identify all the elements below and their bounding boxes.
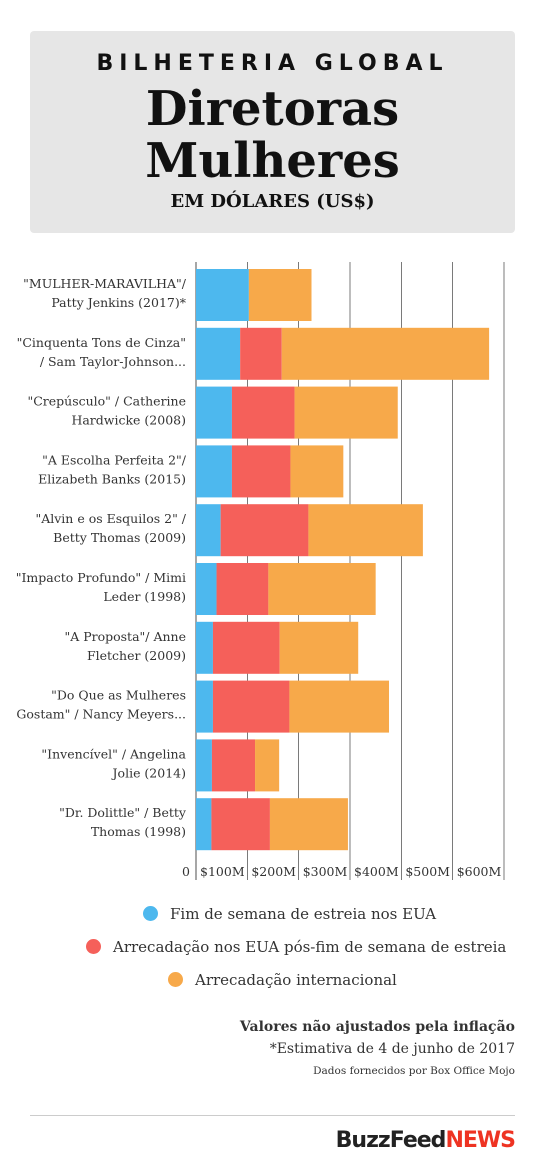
category-label: / Sam Taylor-Johnson... bbox=[40, 354, 186, 369]
bar-opening bbox=[196, 504, 221, 557]
bar-opening bbox=[196, 386, 232, 439]
bar-domestic bbox=[231, 386, 295, 439]
category-label: "A Proposta"/ Anne bbox=[64, 629, 186, 644]
bar-opening bbox=[196, 269, 249, 321]
chart-title: Diretoras Mulheres bbox=[30, 83, 515, 187]
bar-opening bbox=[196, 563, 217, 615]
category-label: Elizabeth Banks (2015) bbox=[38, 471, 186, 486]
bar-international bbox=[294, 386, 398, 439]
category-label: "Invencível" / Angelina bbox=[41, 746, 186, 761]
bar-international bbox=[279, 621, 359, 674]
bar-opening bbox=[196, 680, 213, 733]
bar-opening bbox=[196, 798, 212, 851]
bar-international bbox=[255, 739, 280, 792]
x-tick-label: $300M bbox=[303, 864, 348, 879]
legend-label-domestic: Arrecadação nos EUA pós-fim de semana de… bbox=[113, 938, 507, 956]
bar-international bbox=[289, 680, 390, 733]
category-label: "Do Que as Mulheres bbox=[51, 688, 186, 703]
footer-divider bbox=[30, 1115, 515, 1116]
bar-domestic bbox=[212, 680, 290, 733]
category-label: "Crepúsculo" / Catherine bbox=[27, 394, 186, 409]
category-label: "MULHER-MARAVILHA"/ bbox=[23, 276, 187, 291]
category-label: Patty Jenkins (2017)* bbox=[51, 295, 186, 310]
bar-opening bbox=[196, 739, 212, 792]
bar-opening bbox=[196, 445, 232, 498]
legend-item-opening: Fim de semana de estreia nos EUA bbox=[143, 905, 436, 923]
bar-domestic bbox=[211, 739, 256, 792]
x-tick-label: $200M bbox=[251, 864, 296, 879]
bar-international bbox=[308, 504, 423, 557]
bar-domestic bbox=[220, 504, 309, 557]
note-inflation: Valores não ajustados pela inflação bbox=[239, 1019, 515, 1035]
x-tick-label: $600M bbox=[457, 864, 502, 879]
bar-international bbox=[290, 445, 344, 498]
bar-international bbox=[268, 563, 376, 615]
legend-swatch-opening bbox=[143, 906, 158, 921]
x-tick-label: 0 bbox=[182, 864, 190, 879]
logo-buzzfeed: BuzzFeed bbox=[335, 1128, 447, 1153]
category-label: "Dr. Dolittle" / Betty bbox=[59, 805, 187, 820]
bar-international bbox=[269, 798, 348, 851]
legend-label-opening: Fim de semana de estreia nos EUA bbox=[170, 905, 437, 923]
chart-kicker: BILHETERIA GLOBAL bbox=[96, 51, 449, 76]
bar-domestic bbox=[212, 621, 280, 674]
legend-swatch-domestic bbox=[86, 939, 101, 954]
category-label: Leder (1998) bbox=[103, 589, 186, 604]
bar-domestic bbox=[211, 798, 270, 851]
bar-opening bbox=[196, 327, 241, 380]
bar-domestic bbox=[216, 563, 269, 615]
category-label: "Alvin e os Esquilos 2" / bbox=[35, 511, 186, 526]
bar-international bbox=[281, 327, 490, 380]
chart-subtitle: EM DÓLARES (US$) bbox=[170, 191, 375, 212]
bar-domestic bbox=[240, 327, 282, 380]
legend-item-international: Arrecadação internacional bbox=[168, 971, 397, 989]
category-label: Jolie (2014) bbox=[111, 765, 186, 780]
logo-news: NEWS bbox=[445, 1128, 516, 1153]
category-label: "A Escolha Perfeita 2"/ bbox=[42, 452, 187, 467]
title-panel: BILHETERIA GLOBAL Diretoras Mulheres EM … bbox=[30, 31, 515, 233]
note-estimate: *Estimativa de 4 de junho de 2017 bbox=[269, 1041, 515, 1057]
category-label: Hardwicke (2008) bbox=[71, 413, 186, 428]
bar-domestic bbox=[231, 445, 291, 498]
chart-title-text: Diretoras Mulheres bbox=[145, 81, 400, 189]
legend-label-international: Arrecadação internacional bbox=[195, 971, 397, 989]
category-label: "Impacto Profundo" / Mimi bbox=[16, 570, 186, 585]
bar-international bbox=[248, 269, 312, 321]
bar-opening bbox=[196, 621, 213, 674]
category-label: Betty Thomas (2009) bbox=[53, 530, 186, 545]
note-source: Dados fornecidos por Box Office Mojo bbox=[313, 1065, 515, 1077]
category-label: "Cinquenta Tons de Cinza" bbox=[17, 335, 186, 350]
legend-swatch-international bbox=[168, 972, 183, 987]
bar-chart: 0 $100M $200M $300M $400M $500M $600M "MULHER-M… bbox=[16, 262, 505, 880]
x-tick-label: $500M bbox=[405, 864, 450, 879]
x-tick-label: $400M bbox=[354, 864, 399, 879]
category-label: Fletcher (2009) bbox=[87, 648, 186, 663]
footnotes: Valores não ajustados pela inflação *Est… bbox=[115, 1019, 515, 1077]
legend-item-domestic: Arrecadação nos EUA pós-fim de semana de… bbox=[86, 938, 506, 956]
x-tick-label: $100M bbox=[200, 864, 245, 879]
category-label: Thomas (1998) bbox=[91, 824, 186, 839]
category-label: Gostam" / Nancy Meyers... bbox=[16, 707, 186, 722]
buzzfeed-news-logo: BuzzFeedNEWS bbox=[335, 1128, 516, 1153]
